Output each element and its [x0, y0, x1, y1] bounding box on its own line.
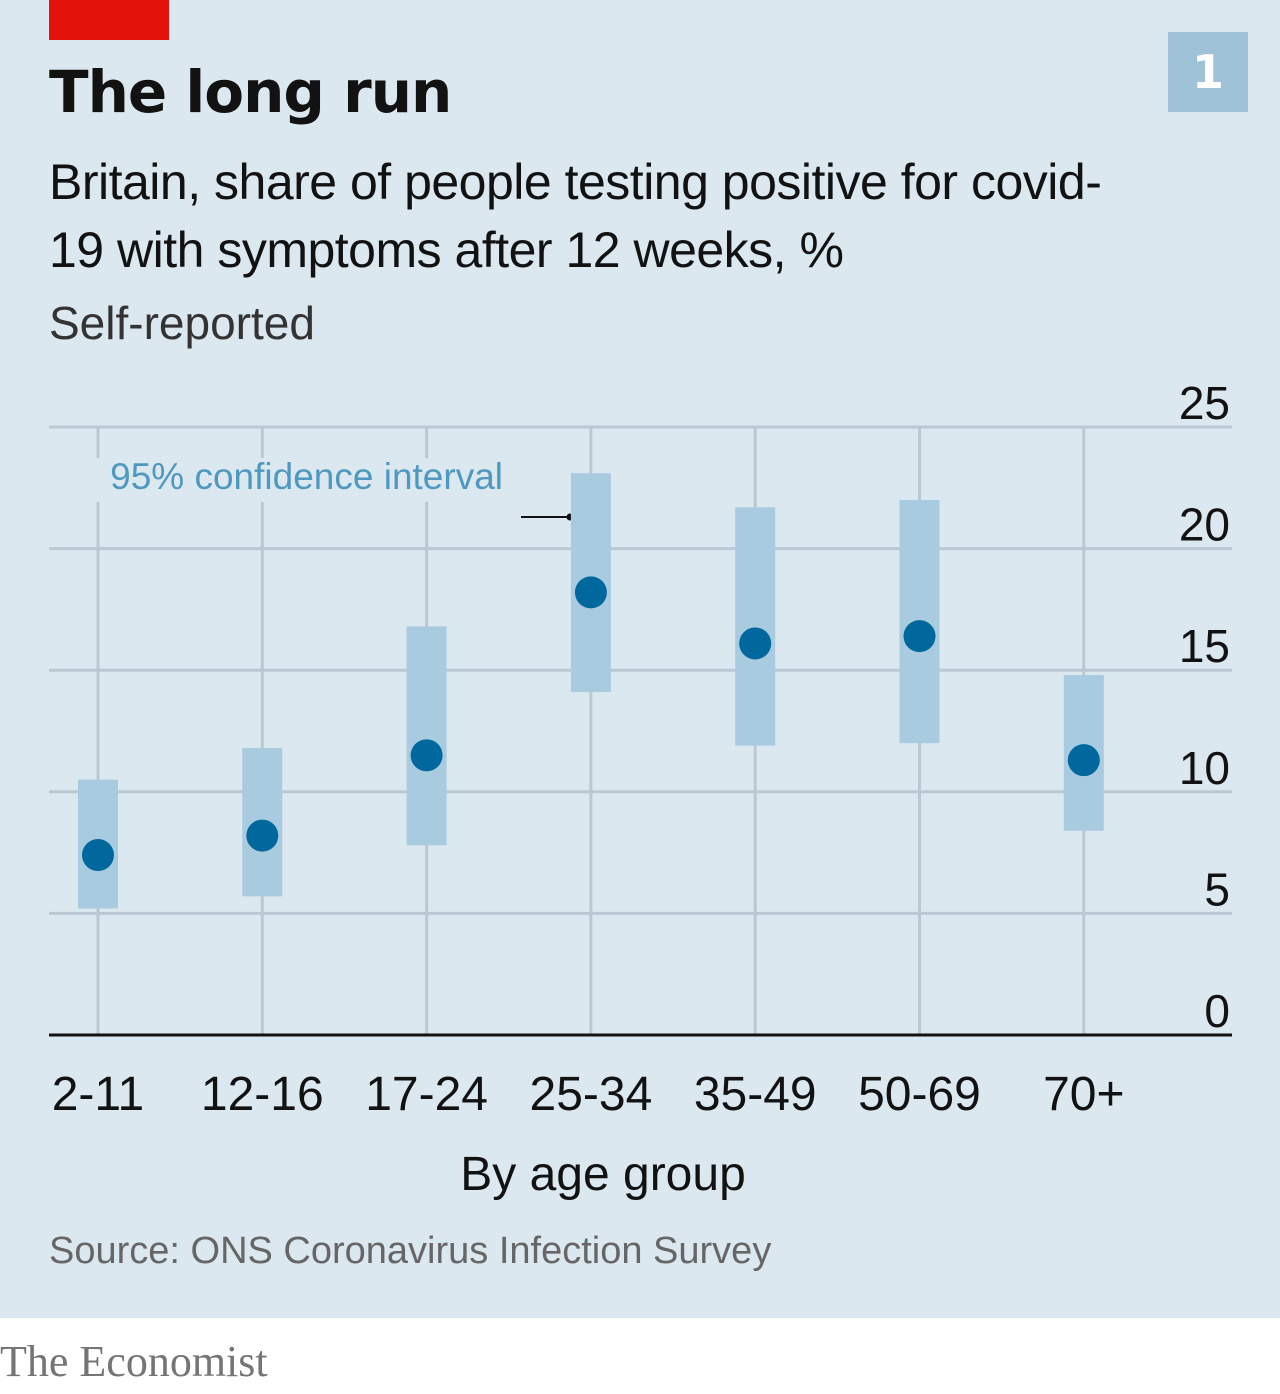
- x-tick-label-50-69: 50-69: [858, 1068, 981, 1121]
- point-12-16: [246, 819, 279, 852]
- red-tag: [49, 0, 169, 40]
- x-tick-label-12-16: 12-16: [201, 1068, 324, 1121]
- y-tick-label: 5: [1204, 863, 1230, 915]
- point-17-24: [410, 739, 443, 772]
- x-tick-label-17-24: 17-24: [365, 1068, 488, 1121]
- point-25-34: [574, 576, 607, 609]
- ci-annotation-label: 95% confidence interval: [110, 456, 503, 497]
- x-tick-label-2-11: 2-11: [52, 1068, 145, 1121]
- interval-chart: 95% confidence interval 0 5 10 15 20 25 2-11 12-…: [49, 377, 1232, 1201]
- point-50-69: [903, 620, 936, 653]
- point-70+: [1067, 744, 1100, 777]
- y-tick-label: 15: [1179, 620, 1230, 672]
- y-tick-label: 20: [1179, 499, 1230, 551]
- y-tick-label: 25: [1179, 377, 1230, 429]
- point-2-11: [82, 839, 114, 872]
- y-tick-label: 0: [1204, 985, 1230, 1037]
- chart-note: Self-reported: [49, 297, 315, 349]
- x-tick-label-25-34: 25-34: [530, 1068, 653, 1121]
- x-axis-label: By age group: [460, 1148, 746, 1201]
- point-35-49: [739, 627, 772, 660]
- chart-panel: 1 The long run Britain, share of people …: [0, 0, 1280, 1318]
- ci-bar-17-24: [406, 626, 447, 846]
- x-tick-label-70+: 70+: [1043, 1068, 1124, 1121]
- chart-number-badge: 1: [1168, 32, 1248, 112]
- y-tick-label: 10: [1179, 742, 1230, 794]
- chart-subtitle: Britain, share of people testing positiv…: [49, 154, 1102, 278]
- annotation-backing: [54, 458, 511, 502]
- chart-title: The long run: [49, 58, 452, 126]
- source-note: Source: ONS Coronavirus Infection Survey: [49, 1230, 772, 1272]
- ci-bar-35-49: [735, 507, 776, 746]
- brand-wordmark: The Economist: [0, 1337, 268, 1386]
- x-tick-label-35-49: 35-49: [694, 1068, 817, 1121]
